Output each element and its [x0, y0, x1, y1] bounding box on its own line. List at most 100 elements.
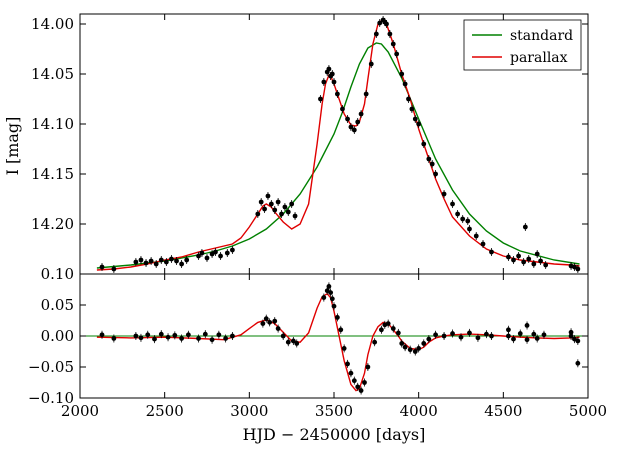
data-point — [541, 332, 547, 338]
data-point — [460, 216, 466, 222]
data-point — [202, 331, 208, 337]
data-point — [531, 331, 537, 337]
data-point — [348, 124, 354, 130]
residuals-panel: −0.10 −0.05 0.00 0.05 0.10 2000 2500 3000 3500 40… — [28, 265, 607, 420]
legend-box — [463, 19, 582, 71]
data-point — [169, 256, 174, 262]
data-point — [351, 127, 357, 133]
data-point — [455, 211, 461, 217]
data-point — [196, 336, 201, 341]
light-curve-panel: 14.00 14.05 14.10 14.15 14.20 — [31, 13, 589, 275]
legend-label-standard: standard — [510, 28, 573, 44]
x-tick-label: 4000 — [400, 402, 438, 420]
data-point — [358, 388, 364, 393]
data-point — [516, 253, 521, 259]
data-point — [345, 361, 350, 367]
data-point — [475, 335, 481, 341]
data-point — [279, 211, 284, 217]
y-axis-label: I [mag] — [3, 117, 22, 176]
x-tick-label: 2000 — [61, 402, 99, 420]
data-point — [363, 91, 369, 97]
data-point — [373, 31, 379, 37]
data-point — [158, 331, 164, 337]
x-tick-label: 5000 — [569, 402, 607, 420]
data-point — [402, 344, 408, 350]
y-tick-label: 14.10 — [31, 115, 74, 133]
data-point — [158, 257, 164, 263]
data-point — [480, 241, 486, 247]
data-point — [329, 296, 335, 302]
data-point — [209, 337, 215, 343]
data-point — [290, 338, 296, 344]
data-point — [285, 209, 291, 215]
y-tick-label: 14.15 — [31, 165, 74, 183]
data-point — [467, 226, 472, 232]
standard-series-line — [96, 42, 580, 269]
data-point — [433, 171, 438, 177]
data-point — [402, 81, 408, 87]
data-point — [538, 258, 543, 264]
y-tick-label: 14.05 — [31, 65, 74, 83]
data-point — [484, 331, 489, 337]
data-point — [534, 336, 540, 341]
data-point — [331, 303, 337, 309]
data-point — [179, 261, 185, 267]
data-point — [450, 201, 455, 207]
legend: standard parallax — [463, 19, 582, 71]
data-point — [99, 332, 105, 338]
data-point — [111, 336, 117, 341]
outlier-point — [524, 323, 530, 328]
data-point — [199, 250, 205, 256]
data-point — [289, 201, 295, 207]
data-point — [421, 341, 427, 346]
y-tick-label: 0.10 — [41, 265, 74, 283]
data-point — [326, 284, 332, 289]
x-tick-label: 3500 — [315, 402, 353, 420]
data-point — [153, 261, 159, 267]
data-point — [272, 207, 278, 213]
y-tick-label: 14.20 — [31, 215, 74, 233]
data-point — [321, 295, 327, 300]
data-point — [543, 262, 549, 268]
data-point — [385, 321, 391, 326]
data-point — [384, 21, 389, 27]
data-point — [489, 249, 494, 255]
data-point — [275, 326, 281, 331]
data-point — [179, 336, 185, 341]
data-point — [387, 31, 393, 37]
data-point — [526, 256, 532, 262]
y-tick-label: 14.00 — [31, 15, 74, 33]
data-point — [379, 327, 384, 333]
data-point — [216, 332, 222, 338]
data-point — [275, 199, 281, 205]
data-point — [143, 260, 149, 266]
data-point — [272, 318, 278, 324]
data-point — [377, 20, 383, 26]
data-point — [341, 346, 347, 351]
data-point — [223, 336, 229, 341]
legend-label-parallax: parallax — [510, 50, 568, 66]
data-point — [152, 336, 157, 342]
data-point — [409, 106, 415, 112]
data-point — [224, 250, 230, 256]
x-tick-label: 3000 — [230, 402, 268, 420]
data-point — [524, 337, 530, 343]
data-point — [458, 334, 464, 340]
data-point — [334, 315, 340, 320]
data-point — [326, 66, 332, 72]
data-point — [467, 330, 472, 336]
outlier-point — [522, 224, 528, 230]
data-point — [358, 111, 364, 117]
data-point — [362, 380, 367, 385]
data-point — [133, 333, 139, 339]
data-point — [511, 336, 516, 342]
plot-area — [96, 16, 581, 273]
data-point — [450, 331, 455, 336]
data-point — [531, 261, 537, 267]
data-point — [426, 156, 432, 162]
outlier-point — [506, 327, 511, 333]
data-point — [429, 161, 435, 167]
data-point — [338, 327, 344, 333]
data-point — [138, 257, 144, 263]
